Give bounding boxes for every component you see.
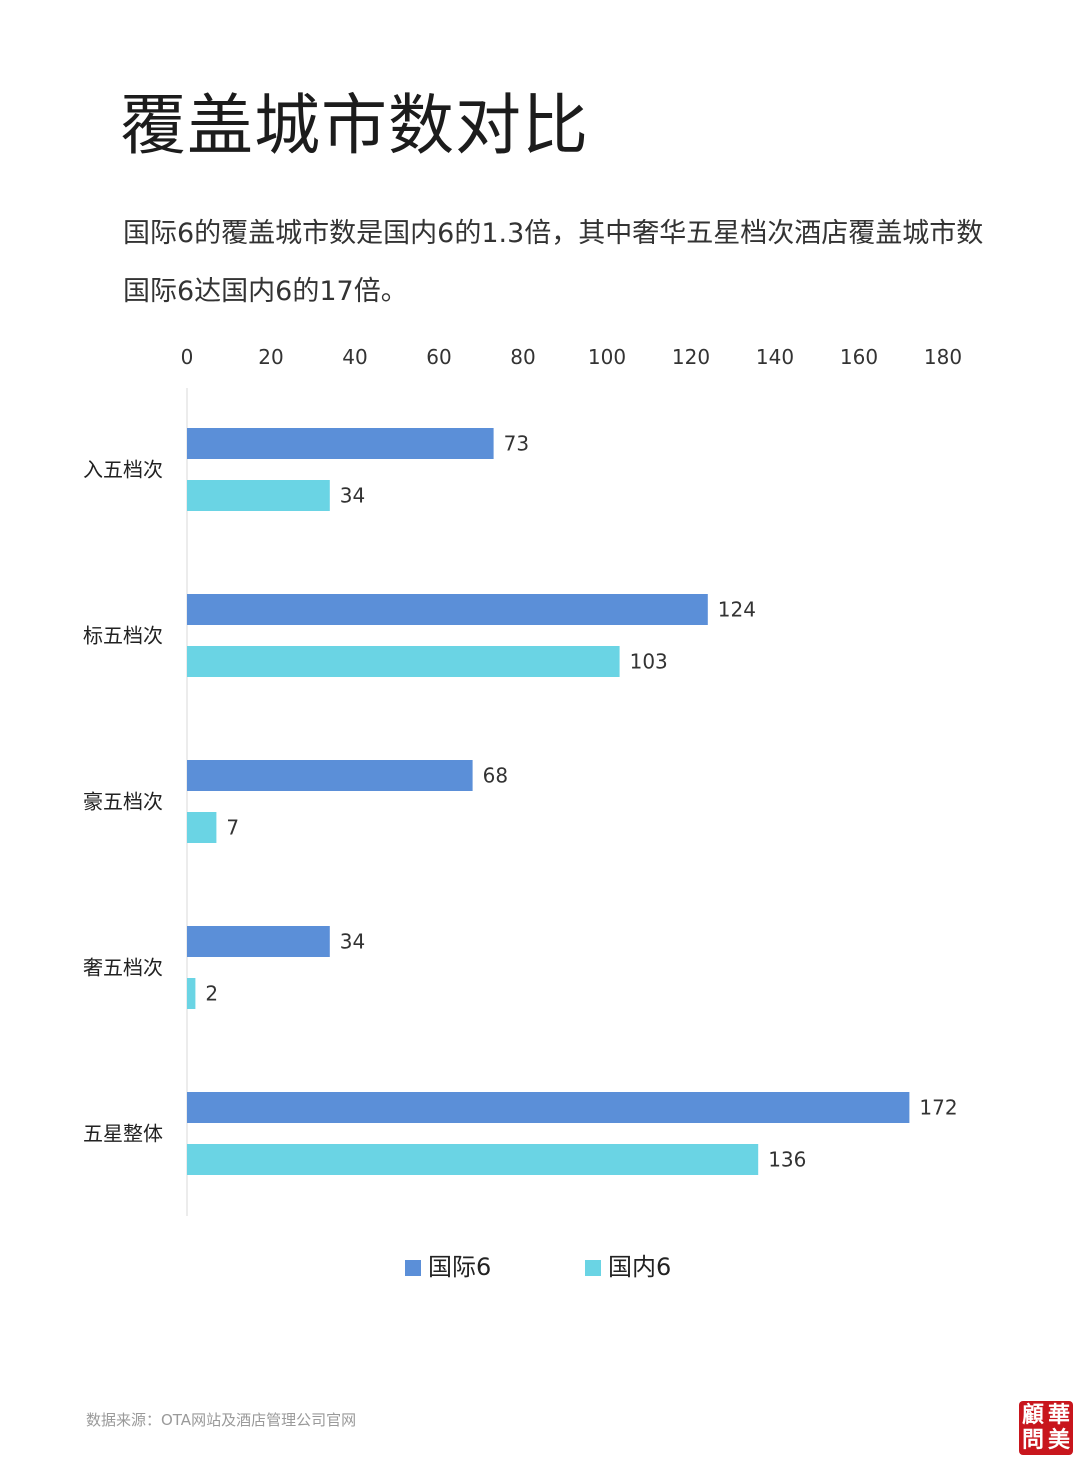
data-label: 136 bbox=[768, 1148, 806, 1172]
x-tick-label: 100 bbox=[588, 345, 626, 369]
seal-char: 華 bbox=[1048, 1402, 1071, 1428]
bar-domestic bbox=[187, 812, 217, 843]
x-tick-label: 80 bbox=[510, 345, 535, 369]
data-label: 7 bbox=[226, 816, 239, 840]
bar-intl bbox=[187, 1092, 910, 1123]
category-label: 入五档次 bbox=[83, 458, 163, 482]
bar-domestic bbox=[187, 1144, 759, 1175]
bar-intl bbox=[187, 428, 494, 459]
x-tick-label: 40 bbox=[342, 345, 367, 369]
bar-intl bbox=[187, 926, 330, 957]
legend-swatch bbox=[585, 1260, 601, 1276]
x-tick-label: 60 bbox=[426, 345, 451, 369]
bar-chart: 0 20 40 60 80 100 120 140 160 180 入五档次 73 34 标五档次 124 1… bbox=[83, 345, 962, 1281]
bar-domestic bbox=[187, 646, 620, 677]
x-tick-label: 140 bbox=[756, 345, 794, 369]
category-label: 标五档次 bbox=[83, 624, 163, 648]
data-label: 34 bbox=[340, 484, 365, 508]
page-subtitle: 国际6的覆盖城市数是国内6的1.3倍，其中奢华五星档次酒店覆盖城市数国际6达国内… bbox=[123, 218, 984, 307]
x-tick-label: 120 bbox=[672, 345, 710, 369]
page-title: 覆盖城市数对比 bbox=[120, 87, 589, 164]
seal-char: 美 bbox=[1048, 1427, 1071, 1453]
bar-domestic bbox=[187, 978, 196, 1009]
category-label: 五星整体 bbox=[83, 1122, 163, 1146]
data-label: 172 bbox=[919, 1096, 957, 1120]
x-tick-label: 20 bbox=[258, 345, 283, 369]
data-source: 数据来源：OTA网站及酒店管理公司官网 bbox=[86, 1411, 357, 1429]
x-tick-label: 180 bbox=[924, 345, 962, 369]
legend-label: 国内6 bbox=[608, 1253, 671, 1281]
x-tick-label: 160 bbox=[840, 345, 878, 369]
brand-seal-logo: 華 美 顧 問 bbox=[1019, 1401, 1073, 1455]
data-label: 2 bbox=[205, 982, 218, 1006]
data-label: 73 bbox=[504, 432, 529, 456]
seal-char: 問 bbox=[1022, 1427, 1045, 1453]
data-label: 34 bbox=[340, 930, 365, 954]
data-label: 68 bbox=[483, 764, 508, 788]
legend-label: 国际6 bbox=[428, 1253, 491, 1281]
data-label: 124 bbox=[718, 598, 756, 622]
seal-char: 顧 bbox=[1022, 1402, 1045, 1428]
category-label: 奢五档次 bbox=[83, 956, 163, 980]
bar-domestic bbox=[187, 480, 330, 511]
bar-intl bbox=[187, 760, 473, 791]
category-label: 豪五档次 bbox=[83, 790, 163, 814]
legend-swatch bbox=[405, 1260, 421, 1276]
bar-intl bbox=[187, 594, 708, 625]
data-label: 103 bbox=[630, 650, 668, 674]
x-tick-label: 0 bbox=[181, 345, 194, 369]
